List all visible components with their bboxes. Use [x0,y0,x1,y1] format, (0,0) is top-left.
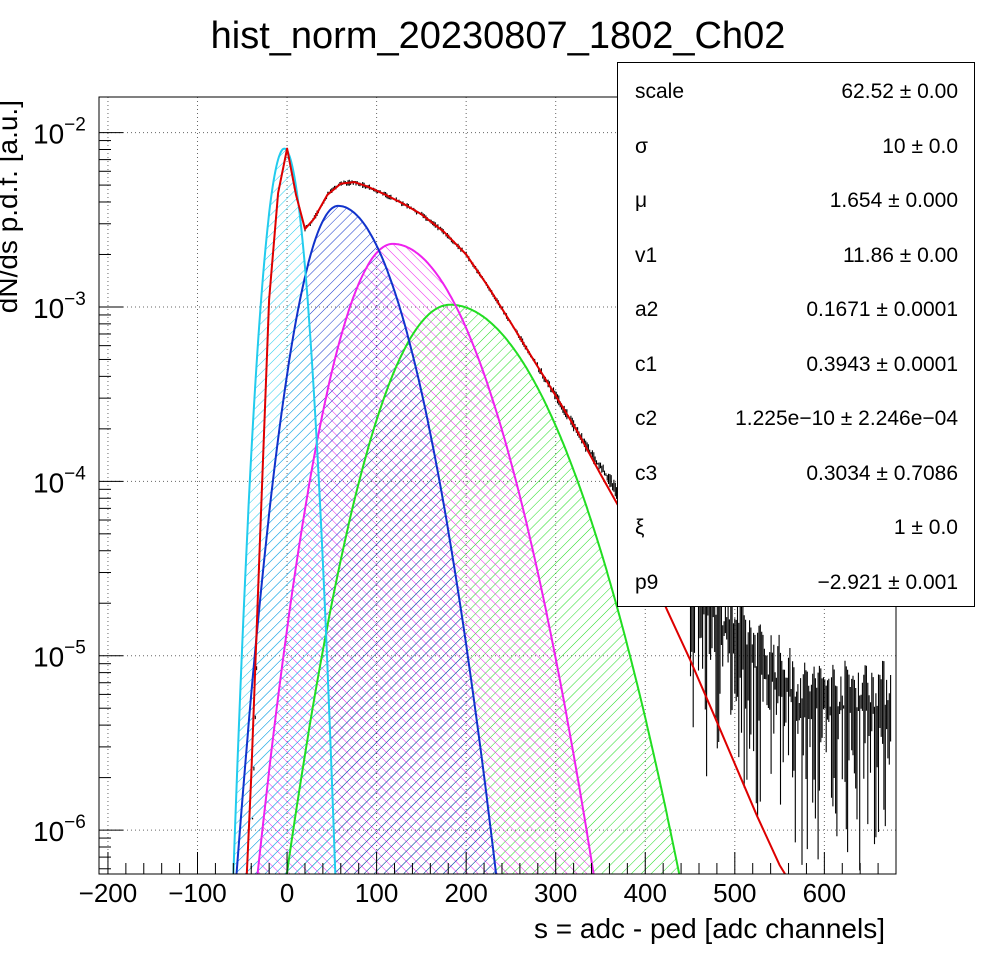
stat-name: a2 [635,298,659,321]
component-1-curve [235,204,498,874]
stat-value: 1 ± 0.0 [893,516,958,539]
x-tick-label: −200 [79,878,138,908]
stat-name: c2 [635,407,658,430]
component-2-curve [256,242,595,874]
y-tick-label: 10−6 [33,812,86,847]
stat-value: 1.225e−10 ± 2.246e−04 [735,407,958,430]
x-tick-label: 100 [355,878,398,908]
stat-row: ξ 1 ± 0.0 [618,516,974,546]
stat-value: 0.1671 ± 0.0001 [806,298,958,321]
stat-row: scale 62.52 ± 0.00 [618,80,974,110]
stat-value: −2.921 ± 0.001 [817,570,958,594]
stat-row: c1 0.3943 ± 0.0001 [618,353,974,383]
tick-layer [99,132,879,874]
y-axis-label: dN/ds p.d.f. [a.u.] [0,100,23,313]
component-0-curve [232,147,337,874]
x-tick-label: 600 [803,878,846,908]
y-tick-label: 10−5 [33,638,86,673]
x-tick-label: 200 [444,878,487,908]
stat-name: c3 [635,461,658,485]
stat-row: c3 0.3034 ± 0.7086 [618,462,974,492]
stat-value: 0.3943 ± 0.0001 [806,352,958,376]
stat-name: ξ [635,516,645,539]
x-tick-label: 400 [624,878,667,908]
stat-name: μ [635,189,648,212]
stat-value: 62.52 ± 0.00 [841,80,958,103]
total-fit-curve [245,147,787,874]
x-tick-label: 300 [534,878,577,908]
x-tick-label: 500 [713,878,756,908]
stat-name: p9 [635,570,659,594]
component-fill-layer [233,148,680,874]
fit-line-layer [232,147,787,874]
component-0-hatch [233,148,336,874]
x-axis-label: s = adc - ped [adc channels] [534,913,885,944]
stat-name: scale [635,80,685,103]
stat-name: c1 [635,352,658,376]
stat-row: μ 1.654 ± 0.000 [618,189,974,219]
stat-value: 10 ± 0.0 [882,134,958,158]
stat-name: σ [635,134,648,158]
component-3-curve [285,303,681,874]
stat-name: v1 [635,243,658,267]
stat-value: 1.654 ± 0.000 [829,189,958,212]
stat-row: p9 −2.921 ± 0.001 [618,571,974,601]
chart-title: hist_norm_20230807_1802_Ch02 [211,15,786,57]
stat-value: 11.86 ± 0.00 [842,243,958,267]
y-tick-label: 10−2 [33,115,86,150]
x-tick-label: 0 [280,878,294,908]
fit-stats-box: scale 62.52 ± 0.00 σ 10 ± 0.0 μ 1.654 ± 0.000… [617,62,975,607]
y-tick-label: 10−3 [33,289,86,324]
stat-row: c2 1.225e−10 ± 2.246e−04 [618,407,974,437]
x-tick-label: −100 [168,878,227,908]
stat-row: σ 10 ± 0.0 [618,135,974,165]
y-tick-label: 10−4 [33,463,86,498]
stat-value: 0.3034 ± 0.7086 [806,461,958,485]
stat-row: a2 0.1671 ± 0.0001 [618,298,974,328]
tick-label-layer: −200 −100 0 100 200 300 400 500 600 10−2 10−3 10−4 1… [33,115,846,908]
stat-row: v1 11.86 ± 0.00 [618,244,974,274]
